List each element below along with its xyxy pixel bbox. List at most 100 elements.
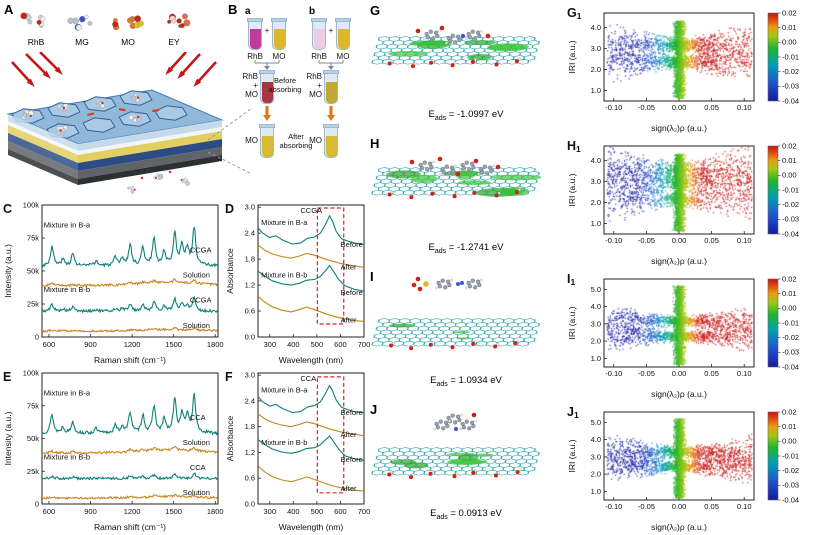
y-axis-label: IRI (a.u.) [567, 439, 577, 472]
graphene-sheet [371, 318, 540, 347]
colorbar-tick-label: -0.03 [782, 215, 799, 224]
x-tick-label: -0.10 [605, 236, 622, 245]
x-tick-label: 1200 [124, 507, 141, 516]
hydrogen-atom [465, 37, 468, 41]
after-tube-label-mo: MO [245, 136, 258, 145]
annotation: CCGA [300, 206, 322, 215]
x-tick-label: 600 [334, 340, 347, 349]
y-tick-label: 5.0 [591, 285, 601, 294]
edge-oxygen-atom [429, 60, 434, 65]
series-2 [42, 295, 218, 314]
rhb-molecule-icon [20, 12, 46, 28]
hydrogen-atom [445, 41, 448, 45]
isosurface-blob [486, 44, 528, 52]
x-tick-label: 0.10 [737, 103, 752, 112]
oxygen-atom [415, 276, 421, 282]
membrane-layer-side [8, 114, 78, 151]
edge-oxygen-atom [452, 194, 457, 199]
isosurface-blob [410, 174, 438, 184]
panel-letter: I1 [567, 272, 575, 287]
oxygen-atom [415, 28, 421, 34]
ey-molecule-icon [167, 13, 191, 28]
hydrogen-atom [480, 29, 483, 33]
mo-liquid [337, 29, 349, 49]
edge-hydrogen-atom [497, 471, 500, 475]
panel-letter: D [225, 202, 234, 216]
isosurface-blob [455, 170, 476, 180]
atom-dot [40, 16, 46, 22]
edge-oxygen-atom [450, 63, 455, 68]
carbon-atom [460, 421, 465, 427]
edge-hydrogen-atom [390, 190, 394, 194]
edge-hydrogen-atom [432, 341, 435, 344]
eads-value-J: Eads = 0.0913 eV [430, 508, 502, 521]
light-arrow-head [165, 66, 174, 75]
membrane-layer [78, 127, 222, 155]
hydrogen-atom [454, 164, 457, 168]
colorbar-tick-label: -0.03 [782, 348, 799, 357]
atom-dot [126, 17, 134, 24]
annotation: CCGA [190, 296, 212, 305]
light-arrow [39, 52, 61, 73]
tube-after-b [323, 124, 339, 158]
edge-hydrogen-atom [475, 189, 479, 192]
x-tick-label: -0.05 [638, 502, 655, 511]
inset-connector-lines [207, 107, 253, 175]
adsorbed-molecule [132, 118, 137, 123]
carbon-atom [440, 166, 445, 172]
panel-I-label: I [370, 269, 374, 284]
carbon-atom [473, 285, 478, 290]
carbon-atom [475, 279, 481, 284]
atom-dot [181, 13, 188, 20]
carbon-atom [446, 35, 451, 41]
panel-letter: H1 [567, 139, 581, 154]
y-tick-label: 0.0 [245, 333, 255, 342]
y-tick-label: 3.0 [591, 44, 601, 53]
sub-panel-b-label: b [309, 6, 316, 17]
y-tick-label: 1.2 [245, 281, 255, 290]
x-tick-label: 1200 [124, 340, 141, 349]
edge-oxygen-atom [471, 341, 476, 346]
panel-E-raman-chart: E 600 900 1200 1500 1800 0 25k 50k 75k 100k Mixture… [2, 367, 224, 534]
x-tick-label: -0.10 [605, 103, 622, 112]
annotation: Solution [183, 321, 210, 330]
molecule-label: MG [75, 37, 89, 47]
hydrogen-atom [459, 168, 462, 172]
x-tick-label: 700 [358, 340, 370, 349]
edge-oxygen-atom [494, 62, 499, 67]
atom-dot [167, 19, 172, 24]
molecule-ey: EY [152, 10, 196, 47]
tube-label-mo: MO [336, 52, 350, 61]
light-arrow [179, 53, 201, 77]
tube-label-rhb: RhB [247, 52, 263, 61]
oxygen-atom [437, 156, 443, 162]
rhb-liquid [249, 29, 261, 49]
atom-dot [176, 18, 182, 24]
membrane-layer-side [8, 121, 78, 155]
y-tick-label: 3.0 [245, 203, 255, 212]
edge-hydrogen-atom [433, 190, 437, 193]
edge-hydrogen-atom [496, 342, 499, 346]
edge-hydrogen-atom [414, 62, 417, 65]
x-tick-label: 600 [334, 507, 347, 516]
x-tick-label: 0.05 [704, 236, 719, 245]
chart-svg-D: D 300 400 500 600 700 0.0 0.6 1.2 1.8 2.4 3.0 CCGA Mi… [225, 202, 370, 365]
carbon-atom [482, 164, 487, 169]
edge-oxygen-atom [472, 190, 477, 195]
hydrogen-atom [477, 172, 480, 176]
annotation: Mixture in B-a [261, 218, 308, 227]
y-tick-label: 1.0 [591, 487, 601, 496]
membrane-layer [78, 139, 222, 171]
scatter-points-canvas [604, 146, 754, 234]
series-3 [42, 493, 218, 500]
annotation: Mixture in B-b [261, 438, 307, 447]
scatter-points-canvas [604, 412, 754, 500]
carbon-atom [422, 160, 427, 165]
membrane-layer [78, 120, 222, 151]
carbon-atom [427, 161, 433, 166]
x-tick-label: 300 [264, 507, 277, 516]
x-tick-label: 0.00 [672, 502, 687, 511]
y-tick-label: 2.0 [591, 198, 601, 207]
tube-rhb-a [247, 18, 263, 50]
annotation: Mixture in B-b [261, 271, 307, 280]
